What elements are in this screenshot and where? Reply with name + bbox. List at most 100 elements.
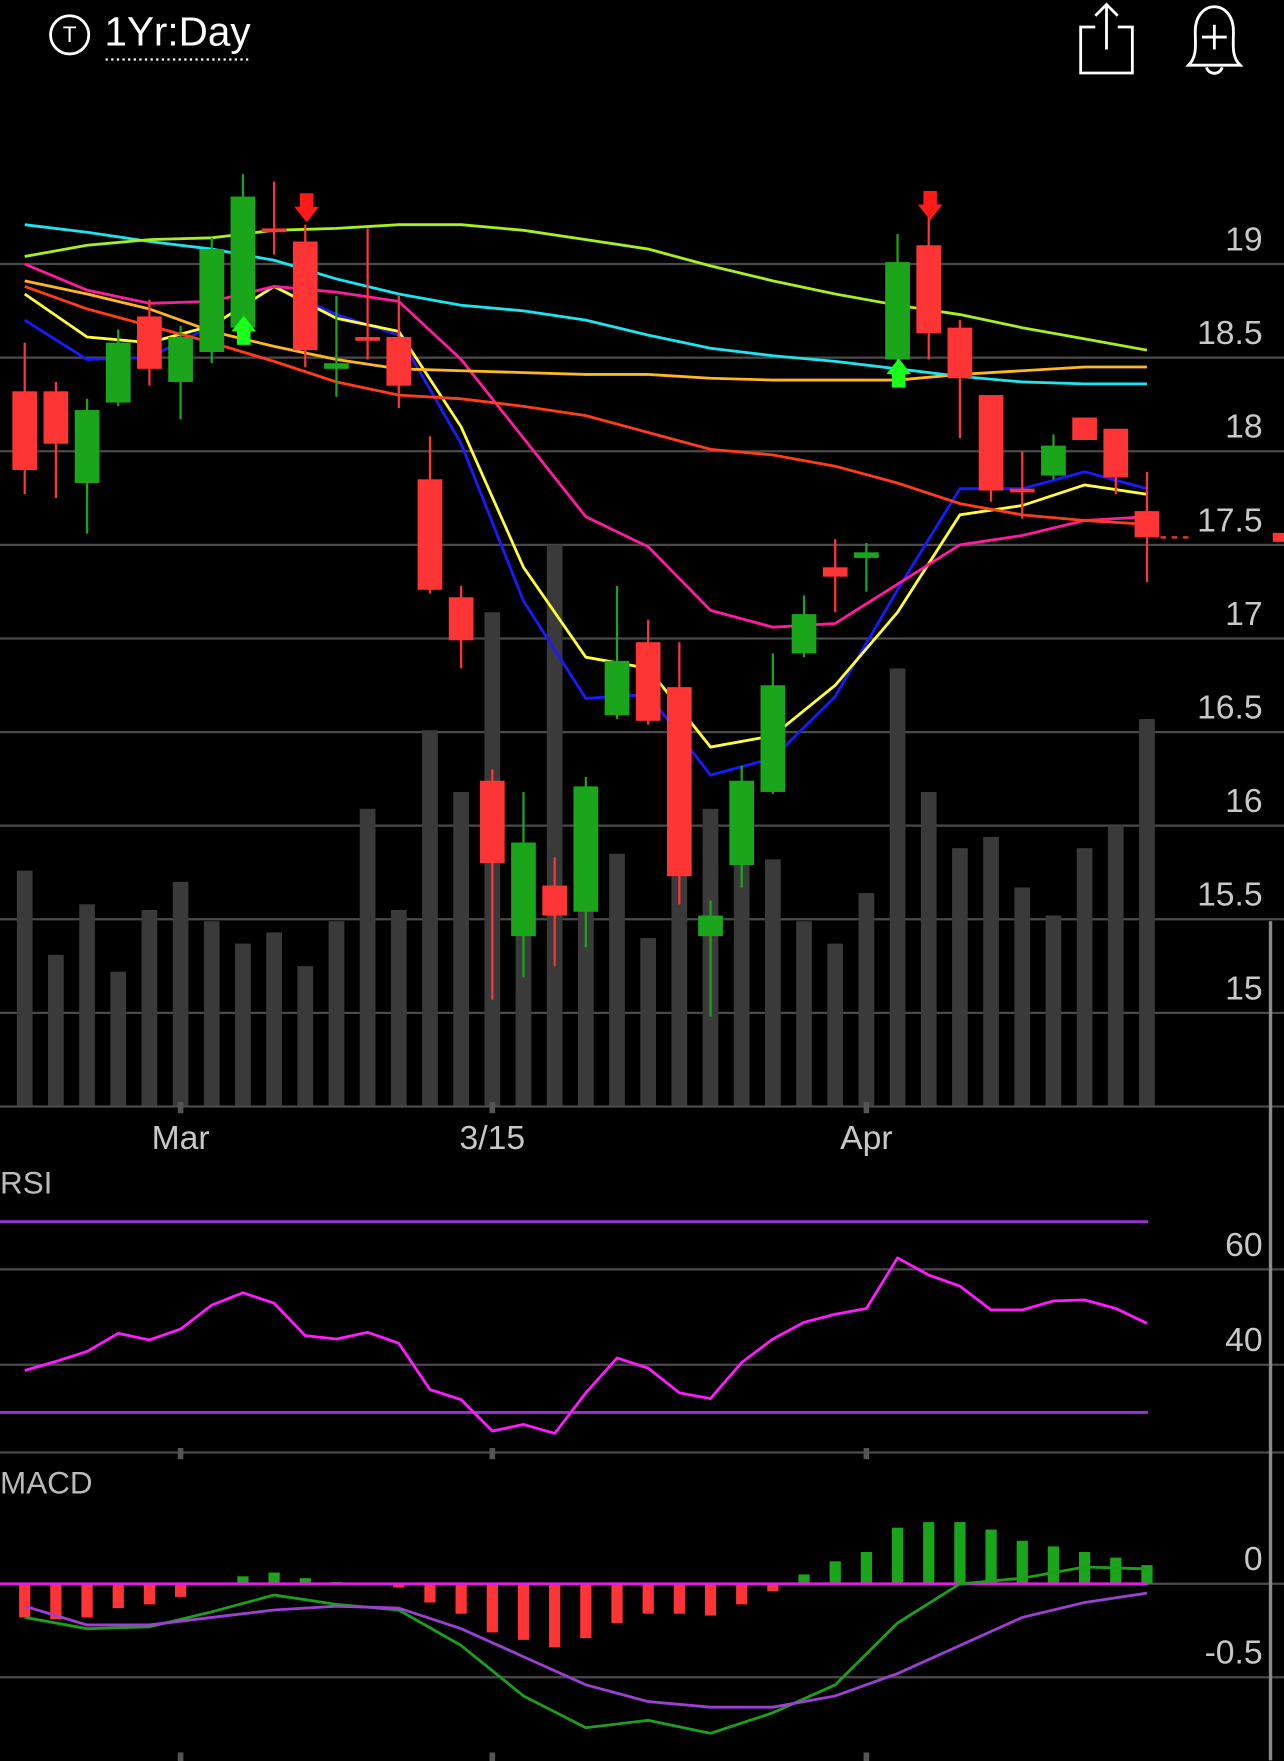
- candle-body: [791, 614, 817, 654]
- volume-bar: [235, 943, 251, 1107]
- candle-body: [43, 391, 69, 444]
- volume-bar: [515, 887, 532, 1107]
- macd-histogram-bar: [19, 1583, 31, 1618]
- macd-histogram-bar: [143, 1583, 156, 1605]
- candle-body: [479, 780, 505, 864]
- y-tick-label: -0.5: [1205, 1634, 1263, 1672]
- panel-title: MACD: [0, 1465, 93, 1500]
- candle-body: [137, 316, 162, 369]
- candle-body: [105, 342, 131, 403]
- y-tick-label: 0: [1244, 1540, 1263, 1578]
- buy-signal: [231, 315, 257, 345]
- x-tick-label: Mar: [152, 1119, 210, 1157]
- macd-histogram-bar: [704, 1583, 717, 1616]
- share-button[interactable]: [1079, 2, 1134, 75]
- macd-histogram-bar: [736, 1583, 748, 1605]
- volume-bar: [110, 971, 127, 1107]
- volume-bar: [79, 904, 95, 1107]
- volume-bar: [577, 909, 594, 1107]
- macd-histogram-bar: [642, 1583, 654, 1614]
- volume-bar: [640, 938, 657, 1107]
- candle-body: [448, 597, 474, 641]
- macd-histogram-bar: [424, 1583, 436, 1603]
- macd-histogram-bar: [455, 1583, 467, 1614]
- candle-body: [916, 245, 942, 334]
- ticker-icon[interactable]: [49, 14, 91, 56]
- macd-histogram-bar: [299, 1578, 311, 1584]
- moving-average-line: [24, 223, 1147, 386]
- macd-histogram-bar: [829, 1561, 841, 1584]
- moving-average-line: [23, 284, 1148, 777]
- candle-body: [542, 885, 568, 916]
- macd-histogram-bar: [611, 1583, 623, 1624]
- y-tick-label: 15.5: [1197, 876, 1263, 914]
- macd-histogram-bar: [923, 1522, 935, 1584]
- candle-body: [199, 249, 225, 352]
- macd-histogram-bar: [1141, 1565, 1153, 1584]
- candle-body: [666, 687, 692, 877]
- volume-bar: [328, 921, 345, 1107]
- y-tick-label: 40: [1225, 1321, 1262, 1359]
- macd-histogram-bar: [891, 1527, 904, 1584]
- header: T 1Yr:Day: [49, 2, 1244, 75]
- volume-bar: [858, 893, 875, 1107]
- panel-title: RSI: [0, 1165, 52, 1200]
- candle-body: [1103, 428, 1129, 478]
- macd-histogram-bar: [50, 1583, 62, 1620]
- candle-body: [417, 479, 443, 590]
- volume-bar: [1014, 887, 1031, 1107]
- candle-body: [168, 337, 193, 382]
- range-selector[interactable]: 1Yr:Day: [104, 9, 251, 55]
- y-tick-label: 18: [1225, 408, 1262, 446]
- volume-bar: [297, 966, 314, 1107]
- y-tick-label: 16.5: [1197, 689, 1263, 727]
- volume-bar: [1107, 825, 1124, 1107]
- y-tick-label: 17: [1225, 595, 1262, 633]
- candle-body: [324, 363, 349, 369]
- candle-body: [698, 915, 723, 937]
- volume-bar: [422, 730, 438, 1107]
- candle-body: [573, 786, 599, 912]
- plot-area: 15 15.5 16 16.5 17 17.5 18 18.5 19 Mar 3/15 Apr RSI 4…: [0, 174, 1284, 1761]
- volume-bar: [546, 544, 563, 1107]
- candle-body: [822, 567, 848, 577]
- macd-line: [24, 1565, 1147, 1735]
- candle-body: [261, 228, 287, 233]
- y-tick-label: 15: [1225, 969, 1262, 1007]
- volume-bar: [141, 909, 158, 1107]
- volume-bar: [796, 921, 812, 1107]
- candle-body: [760, 685, 786, 792]
- macd-histogram-bar: [237, 1576, 249, 1584]
- x-tick-label: 3/15: [460, 1119, 526, 1157]
- volume-bar: [609, 853, 625, 1107]
- sell-signal: [294, 193, 320, 223]
- candle-body: [978, 395, 1004, 491]
- candle-body: [386, 337, 412, 386]
- macd-histogram-bar: [517, 1583, 530, 1640]
- candle-body: [511, 842, 536, 937]
- volume-bar: [920, 791, 937, 1107]
- candle-body: [729, 780, 755, 865]
- macd-histogram-bar: [1016, 1540, 1028, 1584]
- y-tick-label: 60: [1225, 1226, 1262, 1264]
- macd-histogram-bar: [767, 1583, 779, 1592]
- macd-histogram-bar: [673, 1583, 685, 1614]
- macd-histogram-bar: [268, 1572, 280, 1584]
- sell-signal: [917, 190, 943, 221]
- alert-button[interactable]: [1185, 5, 1244, 75]
- volume-bar: [203, 921, 220, 1107]
- volume-bar: [952, 848, 968, 1107]
- volume-bar: [765, 859, 781, 1107]
- macd-histogram-bar: [549, 1583, 561, 1648]
- macd-histogram-bar: [81, 1583, 93, 1618]
- volume-bar: [889, 668, 906, 1107]
- volume-bar: [266, 932, 282, 1107]
- candle-body: [12, 391, 38, 470]
- ticker-icon-letter: T: [63, 22, 77, 47]
- volume-bar: [733, 853, 750, 1107]
- y-tick-label: 17.5: [1197, 501, 1263, 539]
- candle-body: [1072, 417, 1097, 440]
- y-tick-label: 18.5: [1197, 314, 1263, 352]
